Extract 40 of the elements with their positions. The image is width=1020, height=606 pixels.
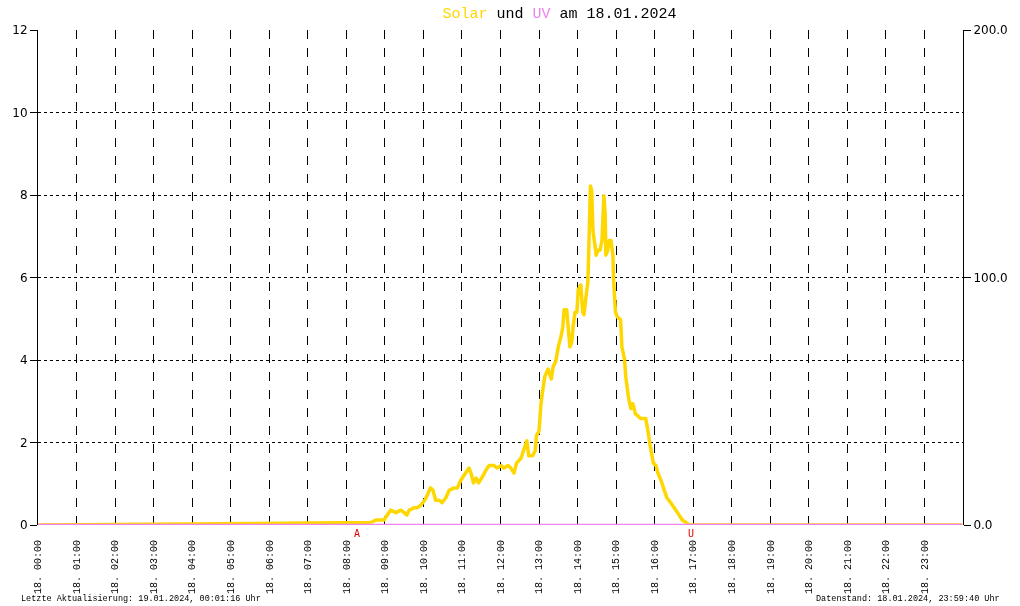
text: Letzte Aktualisierung: 19.01.2024, 00:01:16 Uhr (21, 594, 261, 604)
x-tick-label: 18. 19:00 (765, 540, 777, 595)
y2-tick-label: 0.0 (973, 518, 993, 533)
y-tick-label: 2 (19, 435, 28, 450)
x-tick-label: 18. 04:00 (187, 540, 199, 595)
x-tick-label: 18. 13:00 (534, 540, 546, 595)
x-tick-label: 18. 01:00 (71, 540, 83, 595)
x-tick-label: 18. 17:00 (688, 540, 700, 595)
x-tick-label: 18. 05:00 (225, 540, 237, 595)
text: Datenstand: 18.01.2024, 23:59:40 Uhr (816, 594, 1000, 604)
x-tick-label: 18. 06:00 (264, 540, 276, 595)
annotation: A (354, 528, 361, 539)
x-tick-label: 18. 12:00 (495, 540, 507, 595)
x-tick-label: 18. 09:00 (380, 540, 392, 595)
x-tick-label: 18. 03:00 (148, 540, 160, 595)
x-tick-label: 18. 20:00 (804, 540, 816, 595)
annotation: U (688, 528, 695, 539)
x-tick-label: 18. 07:00 (303, 540, 315, 595)
x-tick-label: 18. 15:00 (611, 540, 623, 595)
x-tick-label: 18. 16:00 (649, 540, 661, 595)
x-tick-label: 18. 14:00 (572, 540, 584, 595)
x-tick-label: 18. 21:00 (842, 540, 854, 595)
x-tick-label: 18. 10:00 (418, 540, 430, 595)
line-series (38, 184, 963, 525)
y2-tick-label: 100.0 (973, 270, 1008, 285)
y-tick-label: 12 (12, 23, 28, 38)
x-tick-label: 18. 11:00 (457, 540, 469, 595)
x-tick-label: 18. 22:00 (881, 540, 893, 595)
x-tick-label: 18. 23:00 (919, 540, 931, 595)
y2-tick-label: 200.0 (973, 23, 1008, 38)
x-tick-label: 18. 00:00 (33, 540, 45, 595)
y-tick-label: 0 (19, 518, 28, 533)
y-tick-label: 8 (19, 188, 28, 203)
x-tick-label: 18. 08:00 (341, 540, 353, 595)
y-tick-label: 4 (19, 353, 28, 368)
x-tick-label: 18. 18:00 (727, 540, 738, 595)
x-tick-label: 18. 02:00 (110, 540, 122, 595)
chart-title: Solar und UV am 18.01.2024 (442, 6, 677, 24)
y-tick-label: 6 (19, 270, 28, 285)
y-tick-label: 10 (12, 105, 28, 120)
